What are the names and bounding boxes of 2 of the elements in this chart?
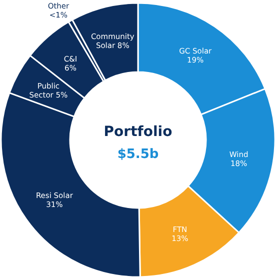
text: $5.5b	[117, 147, 159, 162]
text: Portfolio	[104, 124, 173, 140]
